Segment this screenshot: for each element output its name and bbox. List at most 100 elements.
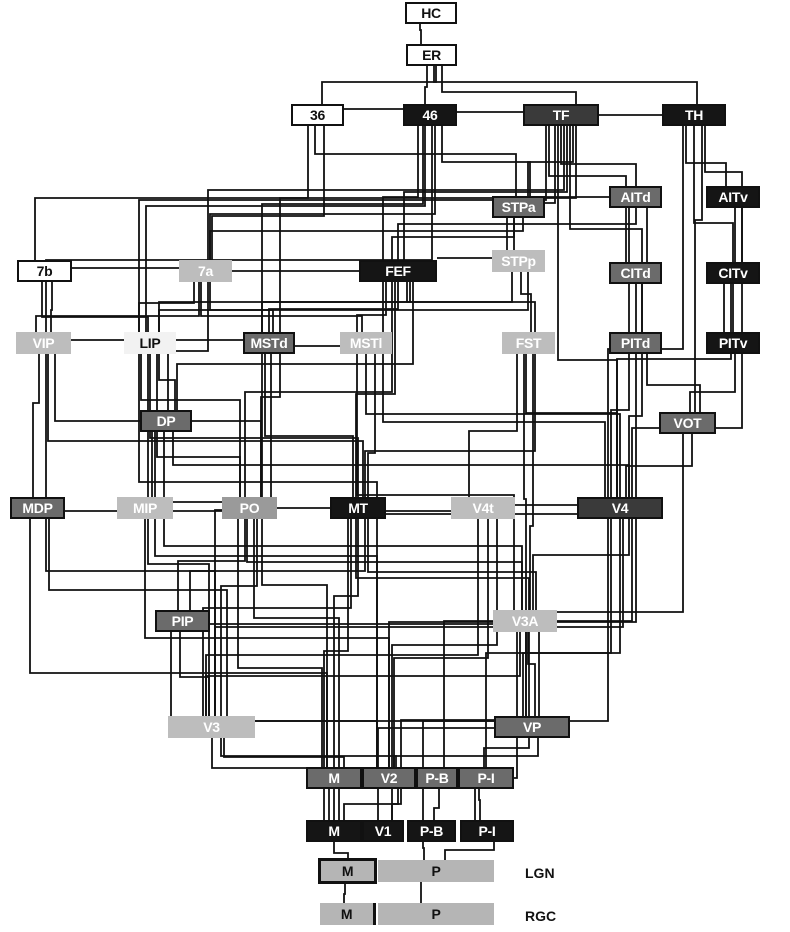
connection-v4-v2pi [485,519,621,767]
connection-fst-v3a [529,354,534,610]
connection-fst-vp [523,354,527,716]
connection-dp-v2 [154,432,378,767]
connection-v3a-vp [527,632,536,716]
connection-mdp-v2m [29,519,328,767]
area-vot: VOT [659,412,716,434]
connection-po-v3 [220,519,258,716]
area-hc: HC [405,2,457,24]
area-lip: LIP [124,332,176,354]
connection-mdp-v3 [48,519,228,716]
area-citv: CITv [706,262,760,284]
connection-fst-mt [364,354,536,497]
connection-v3a-v3 [205,632,521,716]
connection-po-v1m [253,519,340,820]
connection-er-tf [441,66,577,104]
connection-citv-v4 [616,284,732,497]
area-a46: 46 [403,104,457,126]
connection-mt-pip [189,519,366,610]
connection-pitd-v2 [388,354,637,767]
connection-stpa-fef [391,218,515,260]
connection-vp-v2 [393,738,539,767]
connection-pip-v3 [179,632,210,716]
connection-v2pi-v1pi [478,789,481,820]
connection-v1pb-lgnp [422,842,425,860]
connection-tf-lip [138,126,547,332]
connection-v3-v2 [220,738,397,767]
connection-vot-v4 [625,434,693,497]
area-v2: V2 [362,767,416,789]
area-citd: CITd [609,262,662,284]
area-aitv: AITv [706,186,760,208]
connection-fef-lip [158,282,411,332]
connection-mt-v3a [367,519,537,610]
connection-tf-mstd [279,126,577,332]
connection-po-pip [177,519,246,610]
connection-v4t-v2 [393,519,489,767]
area-v1pi: P-I [460,820,514,842]
connection-a7a-mstl [200,282,363,332]
area-mdp: MDP [10,497,65,519]
connection-a36-a7a [211,126,325,260]
area-fef: FEF [359,260,437,282]
connection-lip-mt [149,354,359,497]
connection-a7b-vip [50,282,53,332]
area-mip: MIP [117,497,173,519]
connection-fst-v4t [468,354,518,497]
connection-mstl-v4 [365,354,621,497]
connection-tf-pitd [569,126,643,332]
area-fst: FST [502,332,555,354]
connection-hc-er [419,24,422,44]
connection-dp-v4 [172,432,630,497]
connection-fef-po [244,282,393,497]
connection-v3-v1m [211,738,335,820]
area-pip: PIP [155,610,210,632]
connection-lip-dp [158,354,176,410]
connection-er-th [433,66,698,104]
area-pitd: PITd [609,332,662,354]
connection-th-vot [694,126,703,412]
connection-tf-citd [548,126,627,262]
connection-pitd-vot [646,354,701,412]
area-mstl: MSTl [340,332,392,354]
connection-a36-a7b [34,126,309,260]
area-v2m: M [306,767,362,789]
connection-stpp-lip [158,272,529,332]
connection-a46-vip [45,126,433,332]
connection-mip-v2 [144,519,390,767]
connection-v4-v3a [532,519,630,610]
connection-vot-vp [525,434,684,716]
lgn-m-outline [318,858,377,884]
connection-mstl-mt [367,354,376,497]
connection-v3a-v2 [400,632,540,767]
connection-a46-a7a [209,126,436,260]
area-stpa: STPa [492,196,545,218]
connection-mt-v1m [323,519,349,820]
connection-fef-dp [176,282,414,410]
connection-dp-po [156,432,241,497]
connection-mt-vp [355,519,530,716]
connection-v4-v3 [214,519,624,716]
area-v3: V3 [168,716,255,738]
connection-vip-v3 [45,354,216,716]
area-lgnp: P [378,860,494,882]
connection-tf-a7a [207,126,565,260]
connection-pitd-v4 [610,354,630,497]
area-dp: DP [140,410,192,432]
connection-a46-fef [382,126,419,260]
connection-mstd-mt [264,354,354,497]
area-a36: 36 [291,104,344,126]
connection-v1pi-lgnp [444,842,495,860]
area-mt: MT [330,497,386,519]
connection-a7b-lip [41,282,149,332]
area-aitd: AITd [609,186,662,208]
area-er: ER [406,44,457,66]
connection-mstl-v3a [356,354,515,610]
connection-a7a-mstd [209,282,274,332]
connection-a7a-vip [35,282,200,332]
area-rgcm: M [320,903,373,925]
connection-v3-v2m [223,738,345,767]
connection-er-a36 [321,66,437,104]
connection-pip-v2 [170,632,378,767]
connection-a7a-lip [138,282,195,332]
lgn-label: LGN [525,865,555,881]
